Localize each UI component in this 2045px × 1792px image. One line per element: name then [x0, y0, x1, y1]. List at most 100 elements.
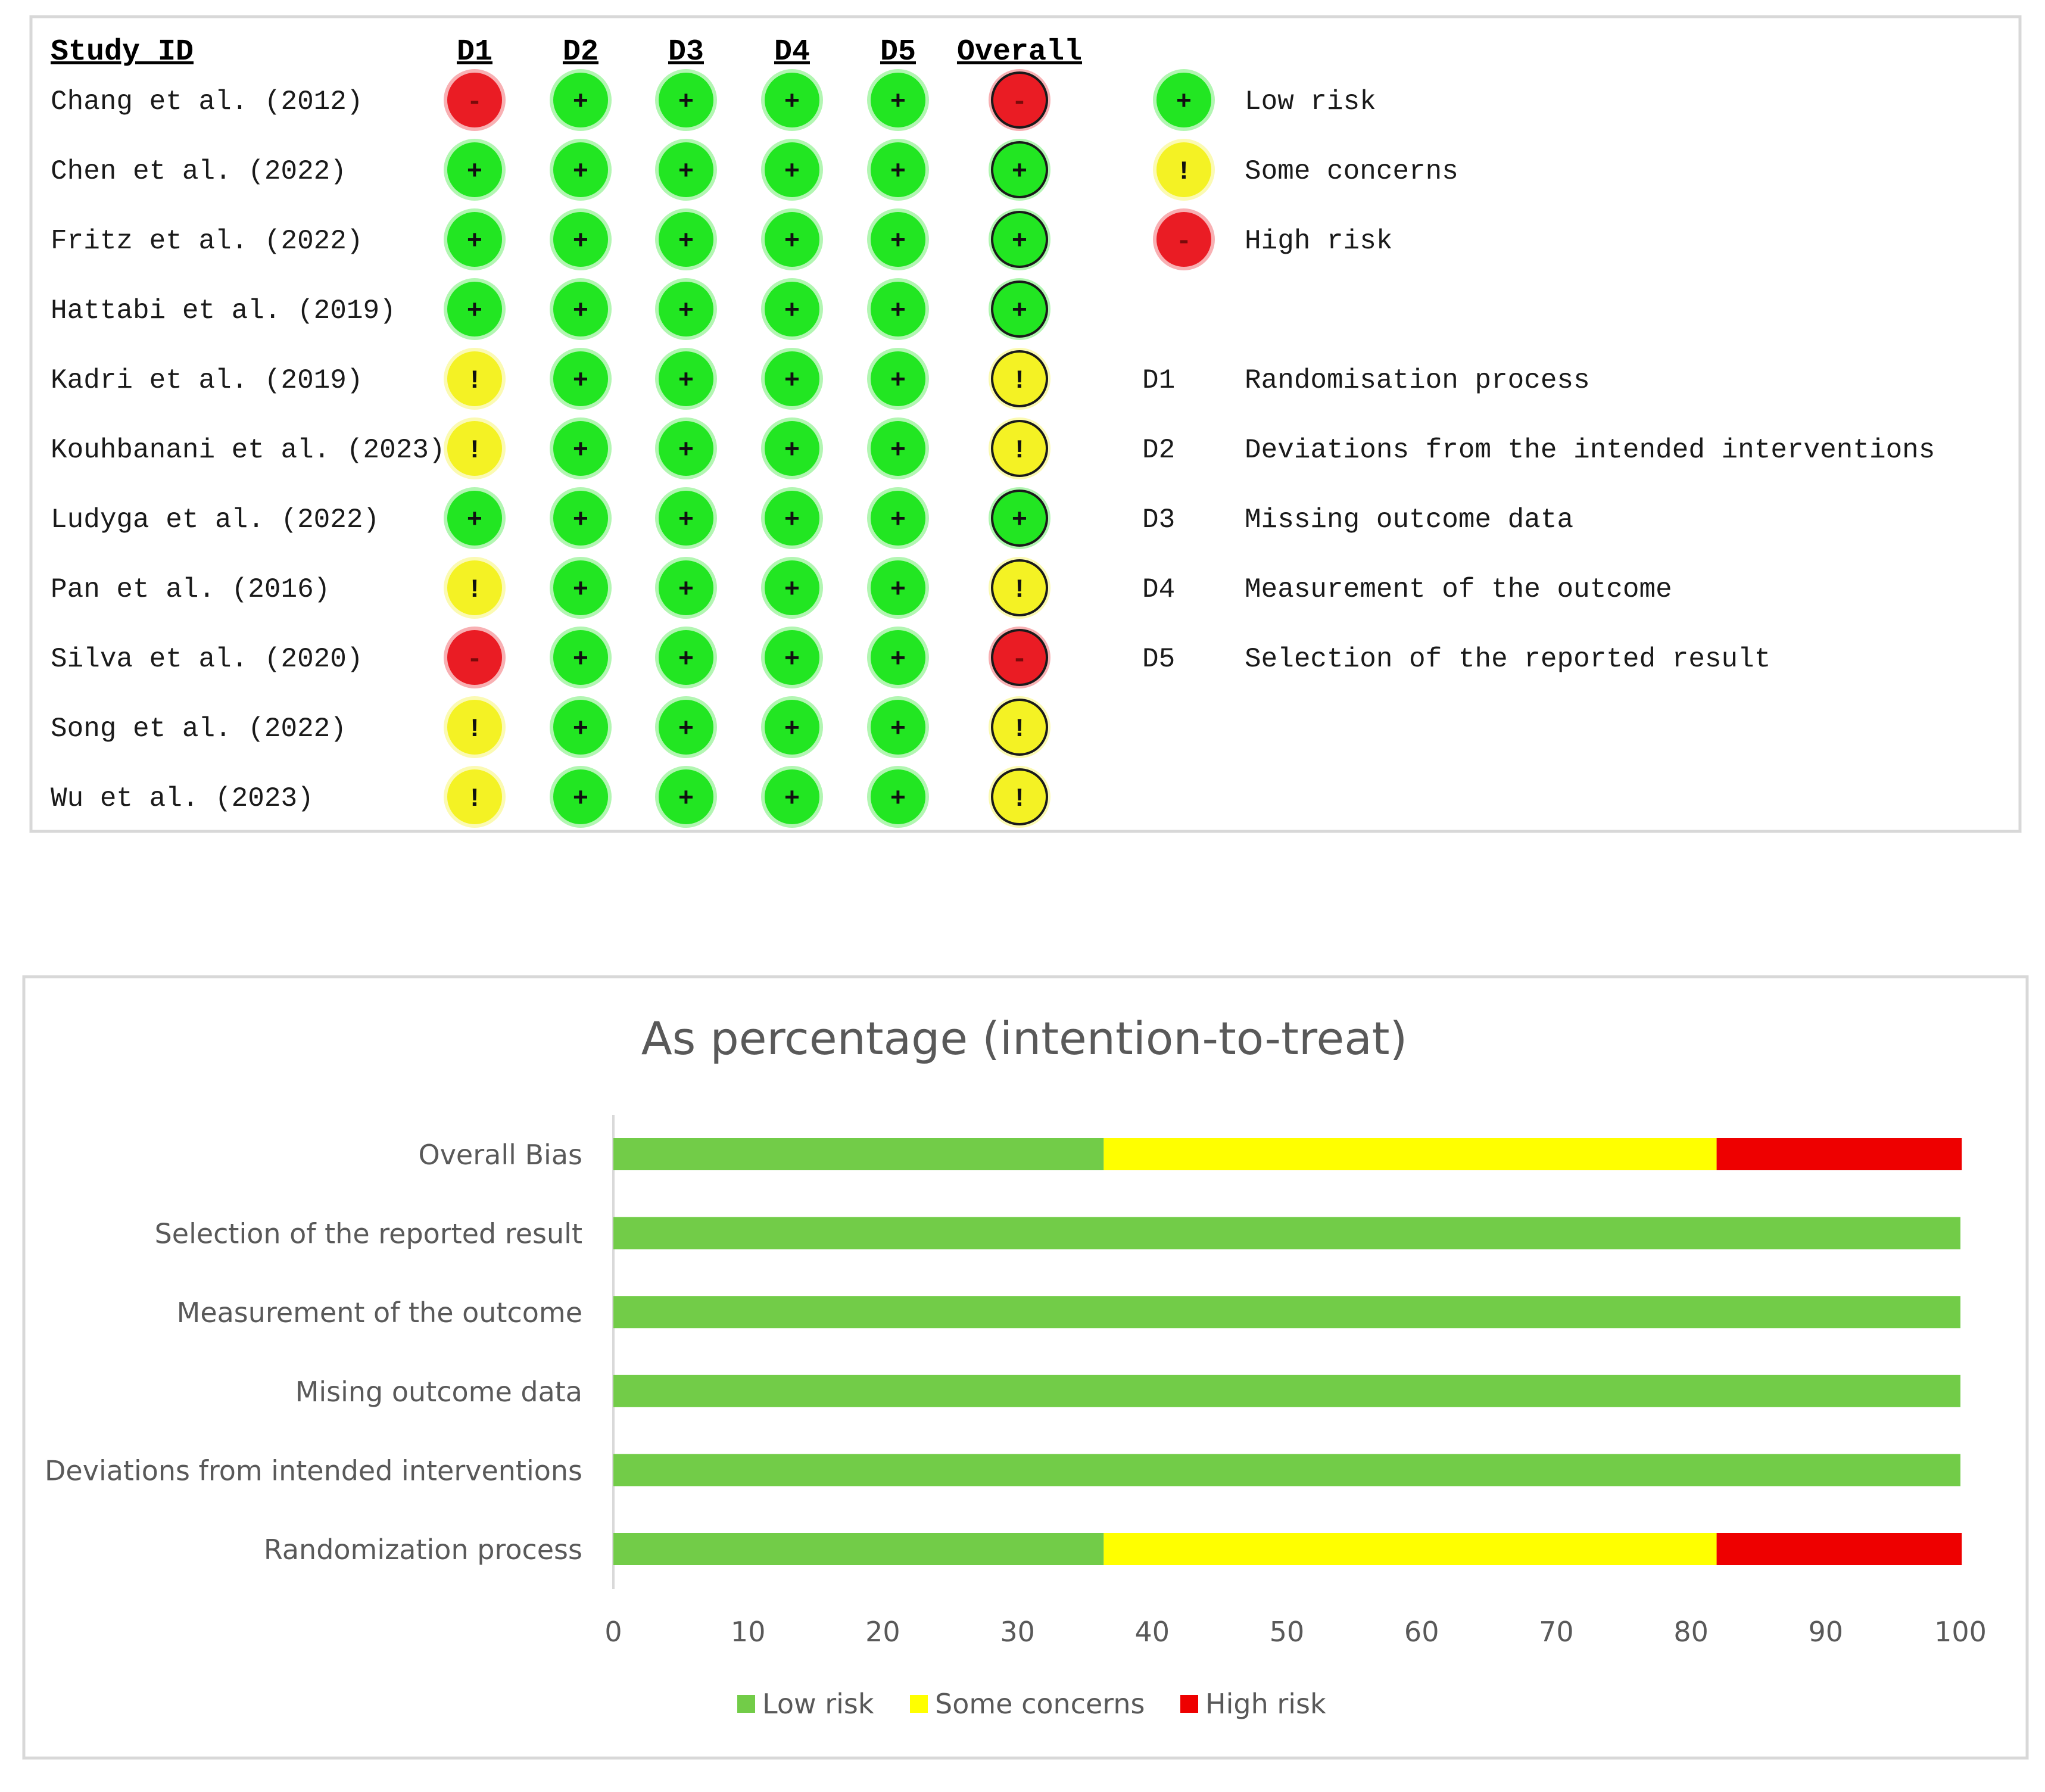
category-label: Overall Bias [418, 1139, 582, 1171]
rating-d2-low: + [550, 487, 612, 549]
legend-label-high: High risk [1245, 226, 1392, 257]
rating-symbol: + [573, 88, 588, 117]
rating-symbol: ! [467, 784, 482, 814]
column-header-d4: D4 [774, 35, 810, 69]
rating-d1-high: - [444, 627, 506, 688]
legend-item-low-risk: Low risk [737, 1688, 874, 1720]
legend-label: Low risk [762, 1688, 874, 1720]
x-tick-label: 50 [1270, 1616, 1305, 1648]
bar-low-risk [613, 1296, 1960, 1329]
rating-d4-low: + [761, 766, 823, 828]
rating-d5-low: + [867, 208, 929, 270]
study-row: Pan et al. (2016)! + + + +! [51, 557, 1050, 619]
rating-symbol: - [1012, 88, 1027, 117]
x-tick-label: 30 [1000, 1616, 1035, 1648]
rating-d2-low: + [550, 417, 612, 479]
study-name: Ludyga et al. (2022) [51, 504, 379, 535]
rating-symbol: + [678, 366, 694, 396]
rating-d5-low: + [867, 696, 929, 758]
rating-symbol: + [467, 297, 482, 326]
rating-d4-low: + [761, 417, 823, 479]
rating-symbol: + [1012, 227, 1027, 257]
legend-label-low: Low risk [1245, 86, 1376, 117]
domain-code: D3 [1142, 504, 1175, 535]
rating-symbol: + [890, 645, 906, 675]
domain-label: Deviations from the intended interventio… [1245, 435, 1935, 466]
x-tick-label: 100 [1934, 1616, 1987, 1648]
study-row: Silva et al. (2020) - + + + + - [51, 627, 1050, 688]
rating-symbol: + [573, 575, 588, 605]
domain-code: D2 [1142, 435, 1175, 466]
rating-symbol: + [573, 506, 588, 535]
study-name: Pan et al. (2016) [51, 574, 330, 605]
rating-d5-low: + [867, 627, 929, 688]
rating-d1-low: + [444, 278, 506, 340]
rating-d4-low: + [761, 69, 823, 131]
rating-d4-low: + [761, 348, 823, 410]
legend-marker-some: ! [1153, 139, 1215, 201]
rating-d4-low: + [761, 627, 823, 688]
study-name: Chen et al. (2022) [51, 156, 347, 187]
rating-d5-low: + [867, 278, 929, 340]
rating-d1-some: ! [444, 348, 506, 410]
x-tick-label: 80 [1673, 1616, 1709, 1648]
study-name: Fritz et al. (2022) [51, 226, 363, 257]
traffic-light-legend: + Low risk! Some concerns - High risk [1153, 69, 1458, 270]
x-tick-label: 90 [1809, 1616, 1844, 1648]
rating-symbol: - [1176, 227, 1192, 257]
rating-d2-low: + [550, 208, 612, 270]
domain-key: D1 Randomisation process D2 Deviations from… [1142, 365, 1935, 675]
rating-symbol: ! [467, 366, 482, 396]
rating-d5-low: + [867, 69, 929, 131]
rating-symbol: - [1012, 645, 1027, 675]
rating-symbol: + [678, 645, 694, 675]
bar-some-concerns [1103, 1533, 1717, 1565]
legend-swatch [1180, 1695, 1198, 1713]
rating-symbol: ! [467, 575, 482, 605]
domain-code: D5 [1142, 644, 1175, 675]
legend-item-some-concerns: Some concerns [910, 1688, 1145, 1720]
legend-swatch [737, 1695, 755, 1713]
legend-marker-high: - [1153, 208, 1215, 270]
study-name: Chang et al. (2012) [51, 86, 363, 117]
rating-symbol: ! [1012, 436, 1027, 466]
category-label: Selection of the reported result [155, 1218, 582, 1250]
rating-symbol: + [784, 575, 800, 605]
rating-symbol: + [467, 227, 482, 257]
rating-symbol: + [678, 784, 694, 814]
rating-symbol: ! [1012, 784, 1027, 814]
bar-chart-category-labels: Overall Bias Selection of the reported re… [45, 1139, 582, 1566]
rating-symbol: + [890, 575, 906, 605]
x-tick-label: 10 [731, 1616, 766, 1648]
rating-overall-some: ! [989, 696, 1050, 758]
rating-d1-low: + [444, 487, 506, 549]
rating-symbol: + [890, 227, 906, 257]
rating-symbol: + [467, 157, 482, 187]
bar-low-risk [613, 1138, 1104, 1170]
domain-label: Selection of the reported result [1245, 644, 1770, 675]
rating-symbol: + [1176, 88, 1192, 117]
rating-d5-low: + [867, 557, 929, 619]
study-name: Wu et al. (2023) [51, 783, 314, 814]
bottom-panel-frame [22, 975, 2029, 1760]
rating-symbol: + [784, 366, 800, 396]
bar-low-risk [613, 1375, 1960, 1407]
study-row: Chang et al. (2012) - + + + + - [51, 69, 1050, 131]
rating-d4-low: + [761, 278, 823, 340]
domain-label: Missing outcome data [1245, 504, 1573, 535]
rating-symbol: + [784, 436, 800, 466]
rating-d4-low: + [761, 208, 823, 270]
rating-symbol: ! [1012, 366, 1027, 396]
rating-symbol: + [678, 715, 694, 744]
rating-overall-low: + [989, 278, 1050, 340]
legend-label-some: Some concerns [1245, 156, 1458, 187]
rating-symbol: + [890, 715, 906, 744]
study-row: Kouhbanani et al. (2023)! + + + +! [51, 417, 1050, 479]
bar-chart-title: As percentage (intention-to-treat) [641, 1012, 1408, 1065]
rating-d5-low: + [867, 139, 929, 201]
domain-code: D4 [1142, 574, 1175, 605]
rating-d3-low: + [655, 348, 717, 410]
rating-symbol: - [467, 88, 482, 117]
rating-symbol: ! [467, 715, 482, 744]
